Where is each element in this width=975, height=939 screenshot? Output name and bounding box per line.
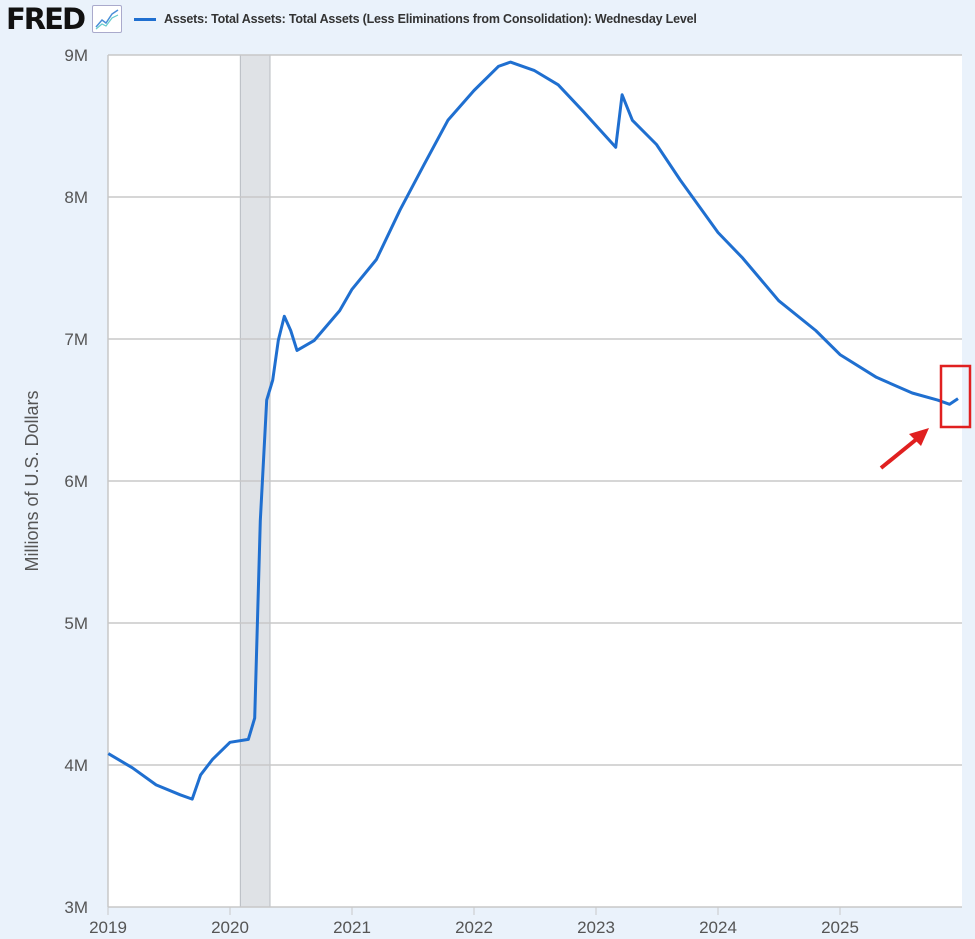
- y-tick-label: 3M: [64, 898, 88, 917]
- x-tick-label: 2024: [699, 918, 737, 937]
- x-tick-label: 2019: [89, 918, 127, 937]
- fred-logo[interactable]: FRED: [6, 2, 86, 36]
- y-tick-label: 8M: [64, 188, 88, 207]
- arrow-annotation: [879, 428, 929, 470]
- y-tick-label: 7M: [64, 330, 88, 349]
- x-tick-label: 2023: [577, 918, 615, 937]
- x-tick-label: 2022: [455, 918, 493, 937]
- y-tick-label: 9M: [64, 46, 88, 65]
- x-tick-label: 2020: [211, 918, 249, 937]
- legend-label: Assets: Total Assets: Total Assets (Less…: [164, 12, 697, 26]
- y-axis-label: Millions of U.S. Dollars: [22, 390, 42, 571]
- highlight-box: [939, 364, 972, 429]
- y-tick-label: 5M: [64, 614, 88, 633]
- x-tick-label: 2021: [333, 918, 371, 937]
- x-tick-label: 2025: [821, 918, 859, 937]
- y-tick-label: 6M: [64, 472, 88, 491]
- series-line: [107, 60, 959, 801]
- y-tick-label: 4M: [64, 756, 88, 775]
- chart-header: FRED Assets: Total Assets: Total Assets …: [6, 2, 697, 36]
- chart-line-icon: [92, 5, 123, 33]
- legend-swatch: [134, 17, 157, 21]
